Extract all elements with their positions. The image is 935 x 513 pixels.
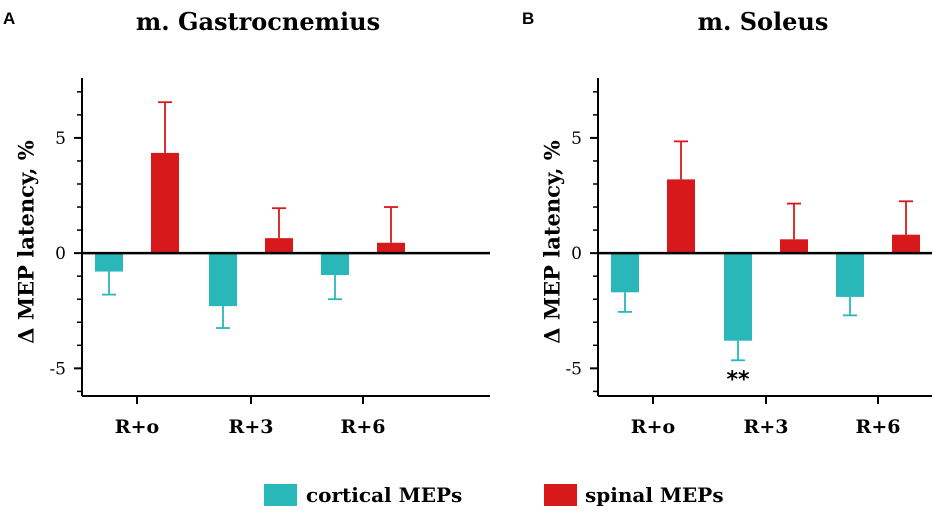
panel-b-significance-annotation: ** (726, 367, 750, 392)
legend-label-cortical-meps: cortical MEPs (306, 483, 462, 507)
panel-a-tick-label-0: 0 (55, 244, 66, 264)
panel-b-category-label-r-3: R+3 (744, 416, 789, 438)
legend: cortical MEPs spinal MEPs (264, 483, 724, 507)
panel-a-bar-cortical-meps-r-6 (321, 253, 349, 276)
panel-a-bar-cortical-meps-r-3 (209, 253, 237, 307)
panel-b-category-label-r-6: R+6 (856, 416, 901, 438)
legend-swatch-cortical-meps (264, 484, 297, 506)
panel-b-bar-cortical-meps-r-o (611, 253, 639, 293)
panel-a-bar-cortical-meps-r-o (95, 253, 123, 272)
panel-b-bar-spinal-meps-r-3 (780, 239, 808, 254)
panel-b-letter: B (522, 9, 534, 28)
panel-a-bar-spinal-meps-r-3 (265, 238, 293, 254)
panel-a-tick-label-neg5: -5 (49, 359, 66, 379)
panel-b-title: m. Soleus (698, 7, 829, 36)
panel-a-title: m. Gastrocnemius (136, 7, 380, 36)
panel-a-bar-spinal-meps-r-6 (377, 242, 405, 254)
panel-a-category-label-r-3: R+3 (229, 416, 274, 438)
panel-a-category-label-r-6: R+6 (341, 416, 386, 438)
panel-a-category-label-r-o: R+o (115, 416, 159, 438)
panel-a-letter: A (3, 9, 15, 28)
panel-b-tick-label-0: 0 (571, 244, 582, 264)
panel-b-bar-spinal-meps-r-6 (892, 234, 920, 254)
panel-b-tick-label-neg5: -5 (565, 359, 582, 379)
panel-b-bar-cortical-meps-r-6 (836, 253, 864, 297)
panel-b-y-axis-label: Δ MEP latency, % (540, 140, 565, 343)
legend-swatch-spinal-meps (544, 484, 577, 506)
panel-b-bar-spinal-meps-r-o (667, 179, 695, 254)
panel-a-tick-label-5: 5 (55, 129, 66, 149)
panel-a-y-axis-label: Δ MEP latency, % (14, 140, 39, 343)
panel-b-bar-cortical-meps-r-3 (724, 253, 752, 341)
panel-a-bar-spinal-meps-r-o (151, 152, 179, 254)
legend-label-spinal-meps: spinal MEPs (585, 483, 724, 507)
panel-b-category-label-r-o: R+o (631, 416, 675, 438)
panel-b-tick-label-5: 5 (571, 129, 582, 149)
